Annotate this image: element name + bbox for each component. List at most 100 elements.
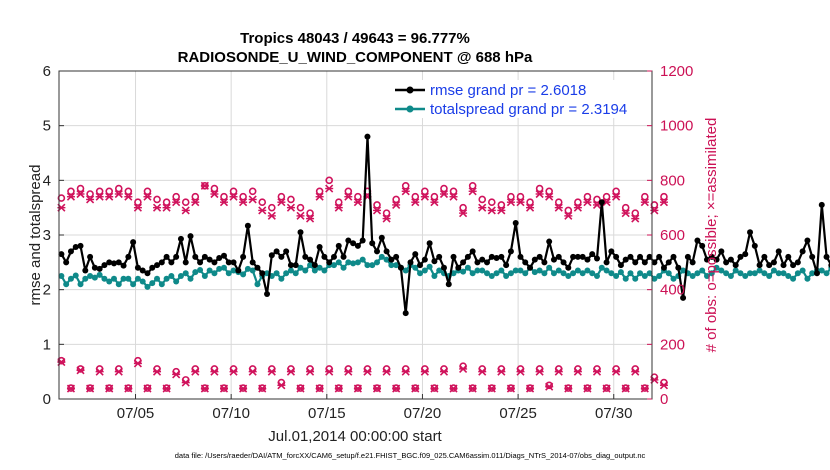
obs-lower-possible-marker — [76, 365, 85, 373]
rmse-point — [254, 264, 261, 271]
rmse-point — [632, 259, 639, 266]
rmse-point — [469, 248, 476, 255]
obs-lower-possible-marker — [57, 356, 66, 365]
rmse-point — [646, 253, 653, 260]
obs-lower-assimilated-marker — [382, 367, 391, 376]
x-axis: 07/05 07/10 07/15 07/20 07/25 07/30 — [117, 394, 633, 422]
rmse-point — [72, 244, 79, 251]
spread-point — [694, 270, 701, 277]
rmse-point — [680, 294, 687, 301]
rmse-point — [503, 262, 510, 269]
spread-point — [804, 275, 811, 282]
spread-point — [340, 264, 347, 271]
spread-point — [72, 272, 79, 279]
obs-upper-assimilated-marker — [535, 189, 544, 199]
obs-upper-assimilated-marker — [239, 198, 248, 207]
spread-point — [345, 259, 352, 266]
rmse-point — [675, 264, 682, 271]
obs-upper-assimilated-marker — [506, 198, 515, 207]
rmse-point — [235, 267, 242, 274]
spread-point — [622, 275, 629, 282]
spread-point — [163, 275, 170, 282]
rmse-point — [249, 259, 256, 266]
rmse-point — [173, 253, 180, 260]
rmse-point — [292, 262, 299, 269]
obs-lower-assimilated-marker — [468, 384, 477, 393]
spread-point — [58, 273, 65, 279]
rmse-point — [91, 264, 98, 271]
obs-upper-assimilated-marker — [411, 198, 420, 207]
obs-upper-assimilated-marker — [640, 198, 649, 207]
rmse-point — [220, 252, 227, 259]
chart-title: Tropics 48043 / 49643 = 96.777% — [240, 30, 470, 47]
spread-point — [364, 262, 371, 269]
obs-upper-possible-marker — [248, 187, 257, 196]
spread-point — [378, 253, 385, 260]
y-axis-right: 0 200 400 600 800 1000 1200 — [647, 63, 693, 408]
rmse-point — [512, 219, 519, 226]
obs-upper-assimilated-marker — [344, 192, 353, 201]
spread-point — [574, 267, 581, 274]
spread-point — [421, 267, 428, 274]
rmse-point — [589, 251, 596, 258]
obs-upper-possible-marker — [105, 187, 114, 196]
rmse-point — [708, 253, 715, 260]
rmse-point — [211, 259, 218, 266]
spread-point — [417, 270, 424, 277]
obs-upper-assimilated-marker — [152, 203, 162, 212]
obs-lower-assimilated-marker — [392, 384, 401, 393]
rmse-point — [809, 253, 816, 260]
obs-lower-assimilated-marker — [430, 384, 439, 393]
obs-lower-assimilated-marker — [344, 367, 353, 376]
obs-upper-possible-marker — [124, 187, 133, 196]
spread-point — [307, 262, 314, 269]
spread-point — [144, 283, 151, 290]
obs-upper-assimilated-marker — [267, 211, 276, 220]
obs-upper-possible-marker — [497, 201, 506, 209]
rmse-point — [177, 235, 184, 242]
obs-lower-assimilated-marker — [229, 367, 238, 376]
rmse-point — [622, 256, 629, 263]
obs-upper-assimilated-marker — [631, 214, 640, 223]
rmse-point — [799, 248, 806, 255]
spread-point — [809, 270, 816, 277]
rmse-point — [531, 256, 538, 263]
spread-point — [484, 270, 491, 277]
rmse-point — [570, 253, 577, 260]
obs-lower-assimilated-marker — [372, 384, 382, 393]
rmse-point — [326, 259, 333, 266]
rmse-point — [354, 242, 361, 249]
spread-point — [747, 270, 754, 277]
x-tick-label: 07/20 — [404, 405, 442, 422]
obs-upper-assimilated-marker — [487, 206, 496, 215]
spread-point — [718, 267, 725, 274]
spread-point — [823, 270, 830, 277]
rmse-point — [603, 259, 610, 266]
rmse-point — [770, 259, 777, 266]
obs-upper-assimilated-marker — [258, 206, 267, 215]
rmse-point — [120, 262, 127, 269]
obs-lower-assimilated-marker — [162, 384, 171, 393]
obs-lower-assimilated-marker — [114, 367, 123, 376]
spread-point — [316, 264, 323, 271]
obs-upper-assimilated-marker — [248, 195, 257, 204]
rmse-point — [804, 237, 811, 244]
rmse-point — [775, 248, 782, 255]
spread-point — [536, 267, 543, 274]
rmse-point — [737, 253, 744, 260]
obs-lower-assimilated-marker — [363, 367, 372, 376]
x-tick-label: 07/25 — [499, 405, 537, 422]
rmse-point — [82, 267, 89, 274]
obs-upper-possible-marker — [650, 201, 659, 209]
obs-upper-assimilated-marker — [353, 198, 362, 207]
rmse-point — [168, 259, 175, 266]
spread-point — [177, 273, 184, 279]
spread-point — [727, 273, 734, 279]
spread-point — [168, 273, 175, 279]
rmse-point — [87, 253, 94, 260]
obs-lower-assimilated-marker — [133, 359, 142, 368]
spread-point — [766, 273, 773, 279]
y-axis-label-left: rmse and totalspread — [27, 165, 44, 306]
obs-upper-assimilated-marker — [124, 192, 133, 201]
spread-point — [550, 270, 557, 277]
